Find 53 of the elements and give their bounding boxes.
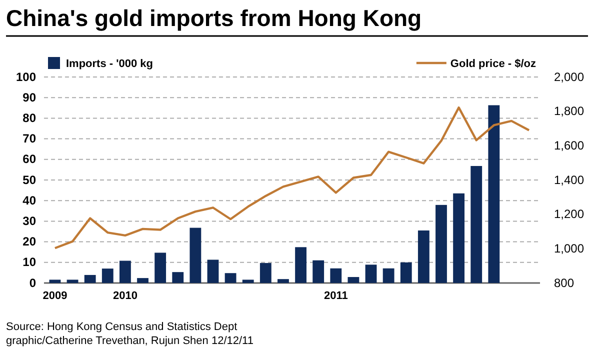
source-note: Source: Hong Kong Census and Statistics Dept <box>6 321 238 333</box>
bar <box>348 277 360 283</box>
y2-tick-label: 800 <box>554 276 574 290</box>
bar <box>330 268 342 283</box>
bar <box>260 263 272 283</box>
y2-tick-label: 1,400 <box>554 172 584 187</box>
bar <box>102 268 114 283</box>
bar <box>312 260 324 283</box>
y2-tick-label: 2,000 <box>554 70 584 84</box>
y-tick-label: 30 <box>22 214 36 228</box>
y-tick-label: 0 <box>29 276 36 290</box>
y-tick-label: 60 <box>22 152 36 166</box>
x-tick-label: 2010 <box>112 290 138 302</box>
bar <box>84 274 96 283</box>
bar <box>436 204 447 283</box>
bar <box>207 260 219 283</box>
bar <box>172 272 184 283</box>
bar <box>295 247 306 283</box>
y-tick-label: 80 <box>22 111 36 126</box>
y2-tick-label: 1,800 <box>554 104 584 118</box>
bar <box>418 230 430 283</box>
legend-label: Imports - '000 kg <box>66 58 153 70</box>
line-series <box>54 106 530 250</box>
bar <box>119 260 131 283</box>
y-tick-label: 40 <box>22 193 36 208</box>
bar <box>453 193 464 283</box>
y-tick-label: 10 <box>22 255 36 270</box>
legend-label: Gold price - $/oz <box>450 58 536 70</box>
x-tick-label: 2011 <box>324 290 348 302</box>
bar <box>400 262 412 283</box>
x-tick-label: 2009 <box>42 290 68 302</box>
y2-tick-label: 1,600 <box>554 138 584 153</box>
bar <box>488 105 500 283</box>
bar <box>224 273 236 283</box>
y-tick-label: 50 <box>22 172 36 187</box>
y-tick-label: 70 <box>22 132 36 146</box>
bar <box>278 279 289 283</box>
bar <box>49 280 61 283</box>
text: graphic/Catherine Trevethan, Rujun Shen 12/12/11 <box>6 335 254 347</box>
y2-tick-label: 1,000 <box>554 242 584 256</box>
bar <box>382 268 394 283</box>
y-tick-label: 90 <box>22 90 36 104</box>
bar <box>470 166 482 283</box>
chart-title: China's gold imports from Hong Kong <box>6 5 422 31</box>
bar <box>66 280 78 283</box>
bar <box>154 252 166 283</box>
y-tick-label: 20 <box>22 234 36 249</box>
y-tick-label: 100 <box>16 70 36 84</box>
bar <box>137 278 148 283</box>
bar <box>242 280 254 283</box>
y2-tick-label: 1,200 <box>554 207 584 222</box>
bar <box>190 228 202 283</box>
bar <box>365 264 377 283</box>
